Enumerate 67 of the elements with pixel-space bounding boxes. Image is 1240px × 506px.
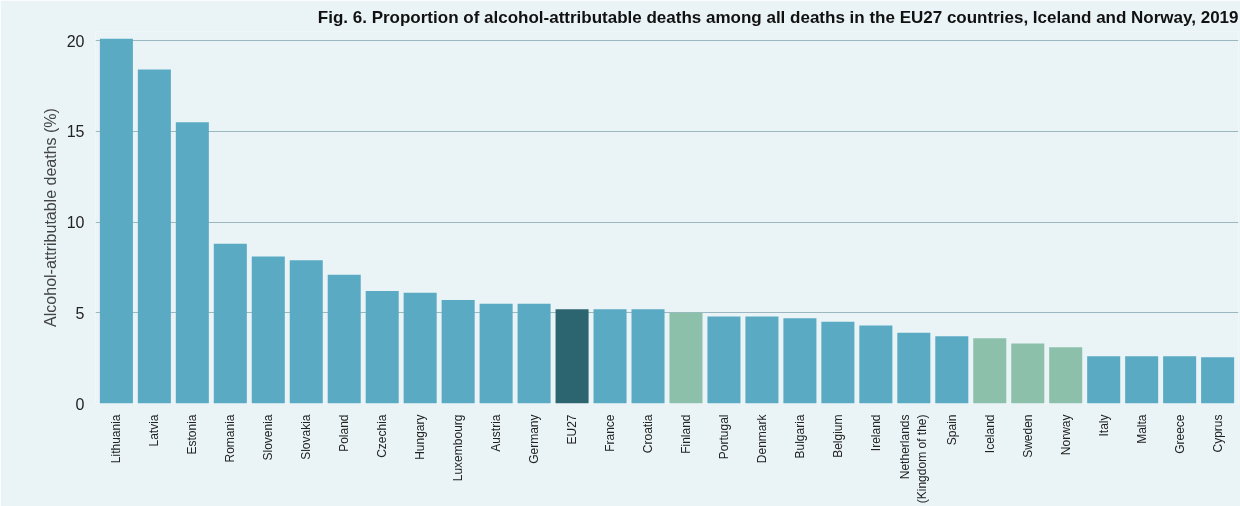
y-tick-label: 20 bbox=[66, 32, 85, 50]
x-tick-label: Hungary bbox=[413, 414, 428, 460]
x-tick-label: Poland bbox=[337, 414, 352, 452]
bar bbox=[479, 303, 513, 404]
x-tick-label: Finland bbox=[678, 414, 693, 454]
y-tick-label: 15 bbox=[66, 123, 85, 141]
bar bbox=[137, 69, 171, 404]
x-tick-label: Slovenia bbox=[261, 414, 276, 461]
y-tick-label: 0 bbox=[75, 395, 85, 413]
bar bbox=[365, 290, 399, 404]
bar bbox=[1201, 357, 1235, 404]
bar bbox=[555, 309, 589, 404]
x-tick-label: Ireland bbox=[868, 414, 883, 452]
bar bbox=[403, 292, 437, 404]
x-tick-label: Iceland bbox=[982, 414, 997, 454]
x-tick-label: Denmark bbox=[754, 413, 769, 464]
y-tick-label: 10 bbox=[66, 214, 85, 232]
bar bbox=[973, 338, 1007, 404]
x-tick-label: France bbox=[603, 414, 618, 452]
bar bbox=[1125, 356, 1159, 404]
bar bbox=[99, 38, 133, 404]
bar bbox=[251, 256, 285, 404]
x-tick-label: Croatia bbox=[641, 414, 656, 454]
bar bbox=[1049, 347, 1083, 404]
x-tick-label: Cyprus bbox=[1210, 414, 1225, 453]
x-tick-label: Greece bbox=[1172, 414, 1187, 454]
bar bbox=[745, 316, 779, 404]
bar bbox=[783, 318, 817, 404]
x-tick-label: Malta bbox=[1134, 414, 1149, 444]
bar bbox=[441, 300, 475, 404]
x-tick-label: Portugal bbox=[716, 414, 731, 460]
bar bbox=[669, 312, 703, 404]
bar bbox=[1087, 356, 1121, 404]
bar bbox=[897, 332, 931, 404]
bar bbox=[213, 243, 247, 404]
x-tick-label: Sweden bbox=[1020, 414, 1035, 458]
x-tick-label: Germany bbox=[527, 414, 542, 464]
x-tick-label: Latvia bbox=[147, 414, 162, 447]
bar bbox=[175, 122, 209, 404]
bar bbox=[1011, 343, 1045, 404]
x-tick-label: Norway bbox=[1058, 414, 1073, 456]
x-tick-label: Lithuania bbox=[109, 414, 124, 464]
bar bbox=[517, 303, 551, 404]
x-tick-label: Italy bbox=[1096, 414, 1111, 437]
bar bbox=[327, 274, 361, 404]
x-tick-label: EU27 bbox=[565, 414, 580, 445]
bar bbox=[821, 321, 855, 404]
y-axis-title: Alcohol-attributable deaths (%) bbox=[41, 108, 59, 327]
x-tick-label: Romania bbox=[223, 414, 238, 463]
bar bbox=[707, 316, 741, 404]
bar bbox=[1163, 356, 1197, 404]
bar bbox=[631, 309, 665, 404]
x-tick-label: Spain bbox=[944, 414, 959, 446]
x-tick-label: Estonia bbox=[185, 414, 200, 455]
x-tick-label: Belgium bbox=[830, 414, 845, 458]
x-tick-label: Bulgaria bbox=[792, 414, 807, 459]
chart-title: Fig. 6. Proportion of alcohol-attributable deaths among all deaths in the EU27 countries, Iceland and Norway, 2019 bbox=[317, 7, 1239, 27]
bar bbox=[935, 336, 969, 404]
bar bbox=[859, 325, 893, 404]
bar bbox=[289, 260, 323, 404]
bar bbox=[593, 309, 627, 404]
x-tick-label: Luxembourg bbox=[451, 414, 466, 482]
y-tick-label: 5 bbox=[75, 304, 85, 322]
x-tick-label: Slovakia bbox=[299, 414, 314, 460]
x-tick-label: Netherlands (Kingdom of the) bbox=[898, 414, 930, 504]
x-tick-label: Czechia bbox=[375, 414, 390, 458]
x-tick-label: Austria bbox=[489, 414, 504, 452]
